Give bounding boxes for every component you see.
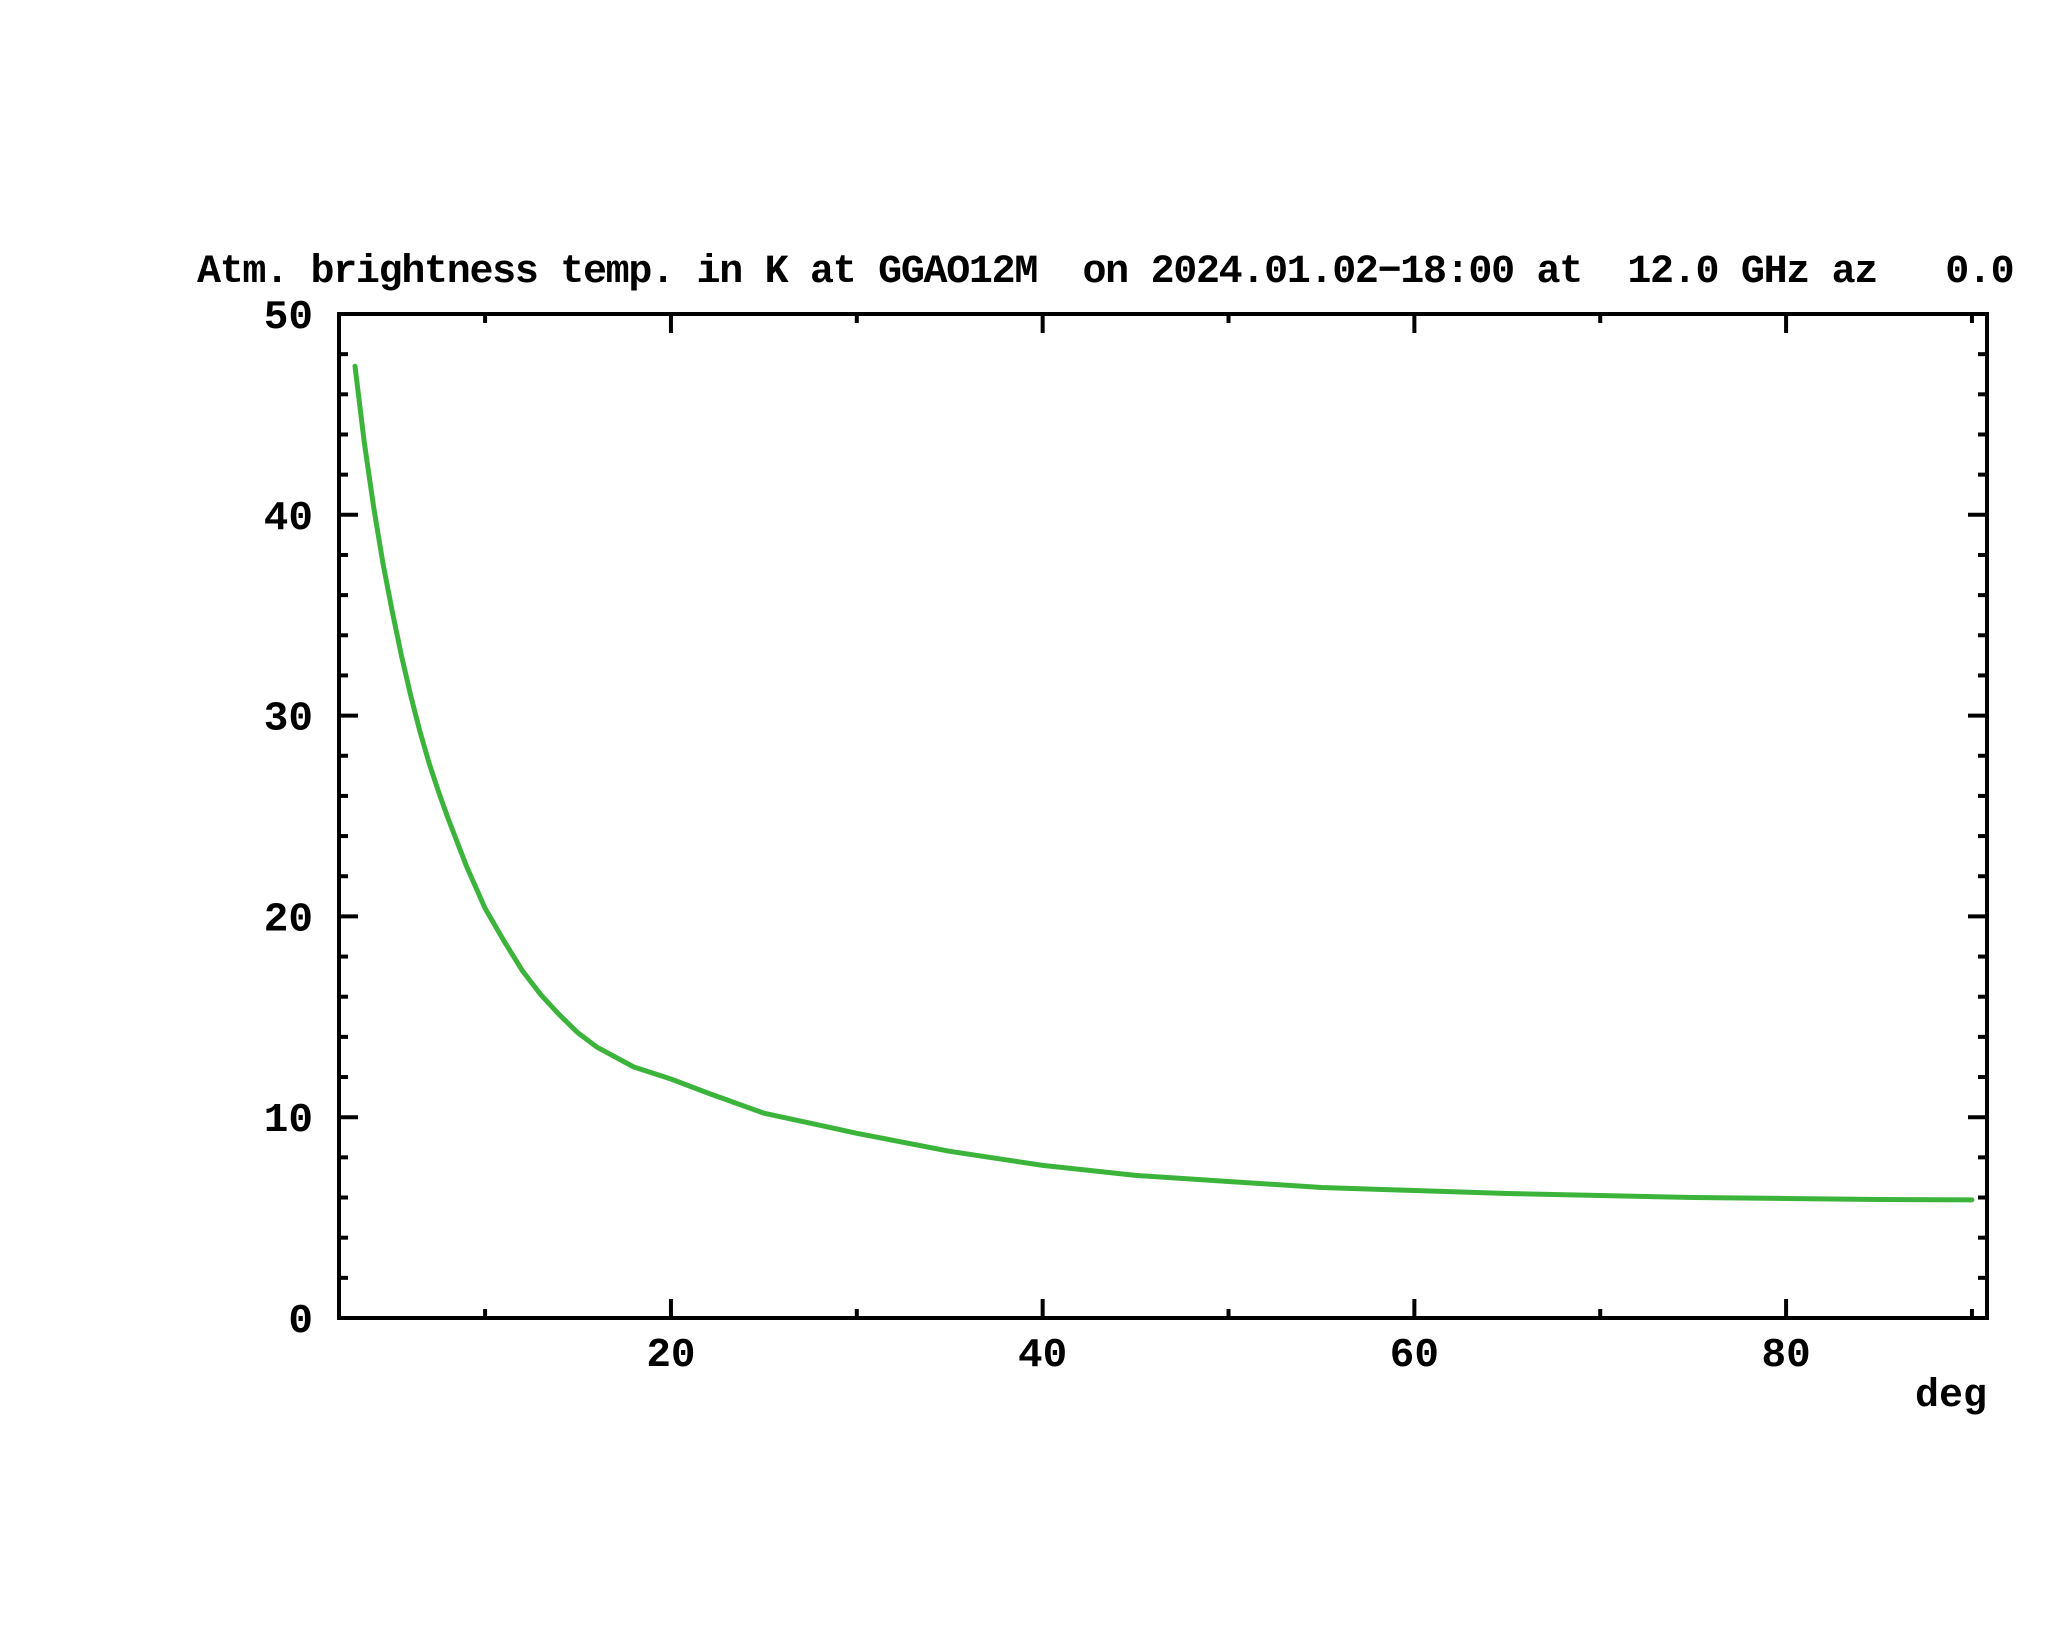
y-tick-label: 50: [264, 295, 313, 341]
y-tick-label: 0: [288, 1299, 313, 1345]
y-tick-label: 10: [264, 1098, 313, 1144]
x-tick-label: 40: [1018, 1333, 1067, 1379]
x-axis-label: deg: [1915, 1374, 1987, 1419]
data-series-line: [352, 363, 1975, 1203]
y-tick-label: 30: [264, 697, 313, 743]
x-tick-label: 60: [1390, 1333, 1439, 1379]
y-tick-label: 40: [264, 496, 313, 542]
x-tick-label: 80: [1761, 1333, 1810, 1379]
chart-title: Atm. brightness temp. in K at GGAO12M on…: [197, 250, 2015, 295]
y-tick-label: 20: [264, 897, 313, 943]
x-tick-label: 20: [646, 1333, 695, 1379]
plot-border: [337, 312, 1989, 1320]
